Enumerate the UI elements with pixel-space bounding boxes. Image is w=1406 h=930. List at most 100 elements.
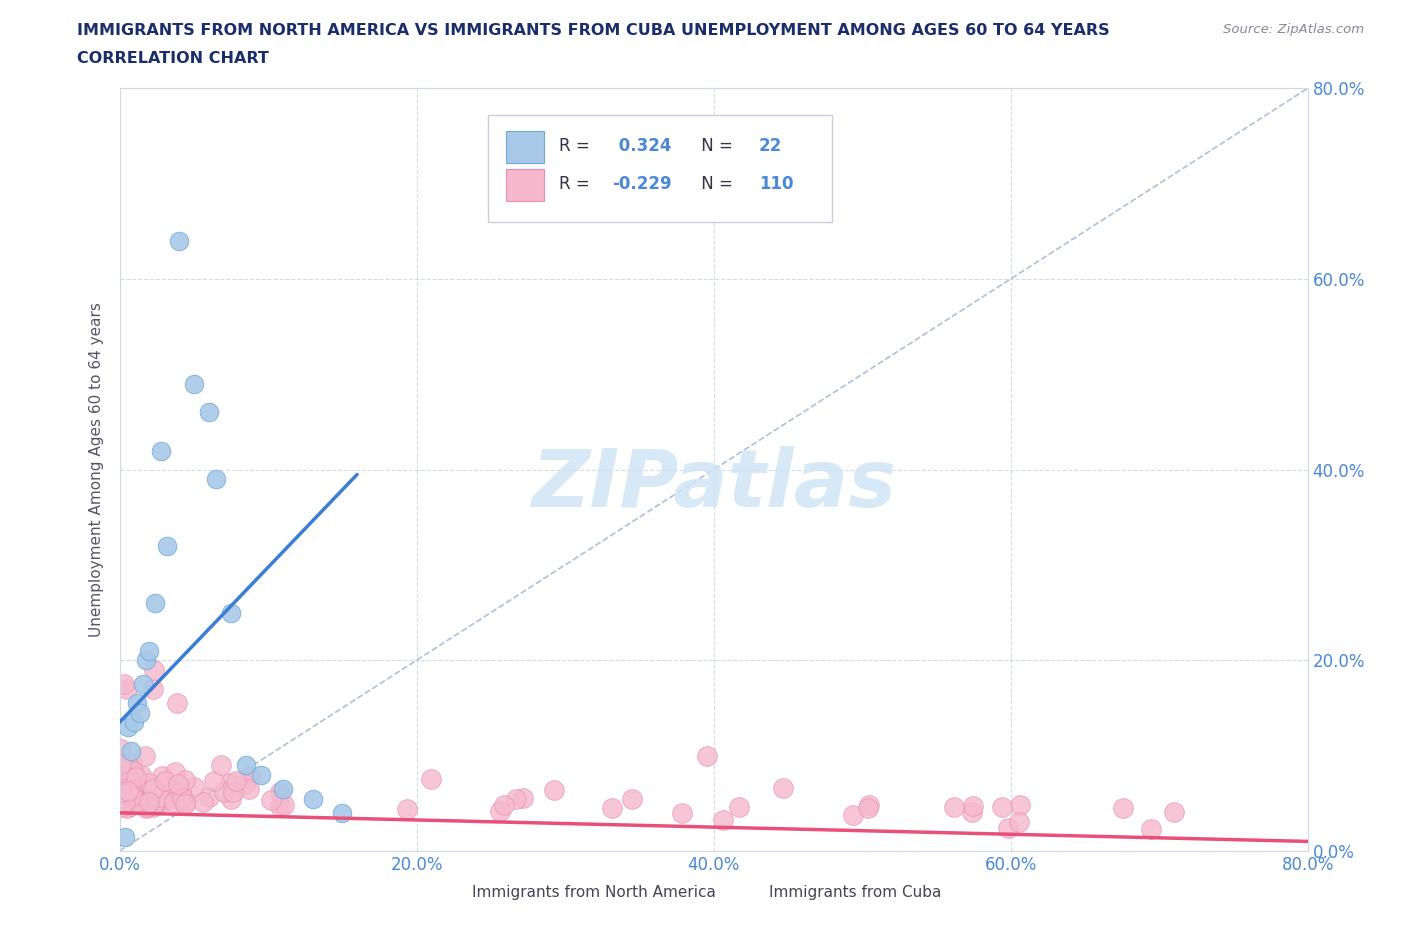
Point (209, 758, 232, 773)
Point (602, 801, 624, 816)
Point (110, 791, 132, 806)
Point (142, 682, 165, 697)
Text: R =: R = (560, 176, 595, 193)
Bar (506, 169, 544, 201)
Point (260, 792, 283, 807)
Text: N =: N = (696, 176, 738, 193)
Point (110, 777, 132, 792)
Point (239, 769, 262, 784)
Point (197, 405, 219, 420)
Point (174, 795, 197, 810)
Point (273, 798, 295, 813)
Point (620, 791, 643, 806)
Point (157, 780, 180, 795)
Point (110, 742, 132, 757)
Point (841, 807, 863, 822)
Point (111, 785, 134, 800)
Point (174, 773, 197, 788)
Point (856, 801, 879, 816)
Point (858, 798, 880, 813)
Point (110, 756, 132, 771)
Point (219, 605, 242, 620)
Point (155, 794, 177, 809)
Text: Immigrants from Cuba: Immigrants from Cuba (769, 885, 942, 900)
Point (150, 768, 173, 783)
Point (419, 772, 441, 787)
Text: -0.229: -0.229 (613, 176, 672, 193)
Point (156, 538, 179, 553)
Point (134, 749, 156, 764)
Point (143, 797, 166, 812)
Point (696, 749, 718, 764)
Text: IMMIGRANTS FROM NORTH AMERICA VS IMMIGRANTS FROM CUBA UNEMPLOYMENT AMONG AGES 60: IMMIGRANTS FROM NORTH AMERICA VS IMMIGRA… (77, 23, 1109, 38)
Point (122, 796, 145, 811)
Point (671, 805, 693, 820)
Point (117, 755, 139, 770)
Point (112, 779, 135, 794)
Point (135, 800, 157, 815)
Point (163, 795, 186, 810)
Point (1008, 815, 1031, 830)
Point (142, 800, 165, 815)
Point (125, 797, 148, 812)
Point (269, 799, 291, 814)
Point (225, 774, 247, 789)
Point (489, 804, 512, 818)
Point (943, 800, 966, 815)
Point (183, 377, 205, 392)
Point (238, 781, 260, 796)
Point (114, 795, 136, 810)
Point (153, 773, 176, 788)
Point (396, 802, 419, 817)
Text: CORRELATION CHART: CORRELATION CHART (77, 51, 269, 66)
Point (301, 791, 323, 806)
Point (114, 791, 136, 806)
Point (111, 800, 134, 815)
FancyBboxPatch shape (488, 115, 832, 222)
Text: 22: 22 (759, 138, 782, 155)
Y-axis label: Unemployment Among Ages 60 to 64 years: Unemployment Among Ages 60 to 64 years (89, 302, 104, 637)
Point (127, 696, 149, 711)
Point (129, 705, 152, 720)
Bar (506, 131, 544, 163)
Point (163, 764, 186, 779)
Point (115, 682, 138, 697)
Point (129, 767, 152, 782)
Point (114, 830, 136, 844)
Point (122, 767, 145, 782)
Point (136, 791, 159, 806)
Point (142, 662, 165, 677)
Text: R =: R = (560, 138, 595, 155)
Point (543, 783, 565, 798)
Point (138, 794, 160, 809)
Point (142, 782, 165, 797)
Point (115, 793, 138, 808)
Point (122, 764, 145, 778)
Point (505, 791, 527, 806)
Point (115, 801, 138, 816)
Point (166, 696, 188, 711)
Point (111, 795, 134, 810)
Point (330, 805, 353, 820)
Point (112, 677, 135, 692)
Point (135, 653, 157, 668)
Point (197, 790, 219, 804)
Point (202, 774, 225, 789)
Text: N =: N = (696, 138, 738, 155)
Point (124, 715, 146, 730)
Point (169, 793, 191, 808)
Point (143, 596, 166, 611)
Point (269, 785, 291, 800)
Point (212, 784, 235, 799)
Point (111, 798, 134, 813)
Point (127, 795, 149, 810)
Point (249, 767, 271, 782)
Point (492, 798, 515, 813)
Point (114, 789, 136, 804)
Bar (440, 883, 467, 904)
Text: 0.324: 0.324 (613, 138, 671, 155)
Text: Source: ZipAtlas.com: Source: ZipAtlas.com (1223, 23, 1364, 36)
Point (172, 790, 194, 805)
Point (183, 779, 205, 794)
Point (960, 804, 983, 819)
